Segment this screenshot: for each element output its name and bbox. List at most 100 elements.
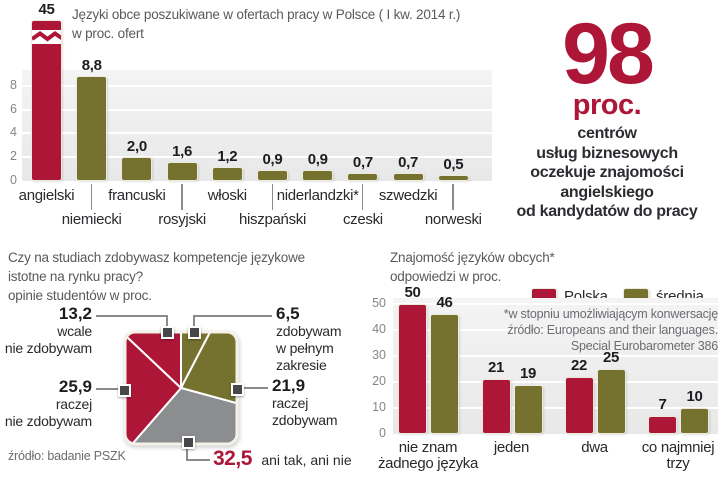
y-tick-label: 50	[372, 296, 386, 310]
callout-text: nie zdobywam	[4, 413, 92, 429]
y-tick-label: 8	[10, 77, 17, 92]
bar-angielski	[31, 20, 62, 181]
pie-source: źródło: badanie PSZK	[8, 449, 126, 463]
y-tick-label: 20	[372, 374, 386, 388]
pie-title-line1: Czy na studiach zdobywasz kompetencje ję…	[8, 250, 305, 265]
callout-text: zakresie	[276, 357, 327, 373]
category-leader-line	[181, 184, 183, 210]
bar-value-label: 45	[38, 1, 55, 18]
eu-chart-title: Znajomość języków obcych* odpowiedzi w p…	[390, 248, 710, 286]
bar-Polska-nie znam żadnego języka	[398, 304, 427, 434]
category-label-włoski: włoski	[207, 187, 247, 204]
bar-value-label: 0,5	[443, 156, 464, 174]
y-tick-label: 6	[10, 101, 17, 116]
pie-callout-raczej-nie: 25,9 raczej nie zdobywam	[0, 377, 92, 430]
pie-marker-icon	[118, 384, 131, 397]
gridline	[393, 381, 718, 383]
bar-value-label: 50	[404, 284, 421, 301]
axis-break-icon	[32, 30, 61, 44]
eu-chart-note: *w stopniu umożliwiającym konwersację źr…	[440, 306, 718, 354]
eu-note-line: źródło: Europeans and their languages.	[507, 323, 718, 337]
callout-value: 25,9	[58, 377, 92, 396]
bar-value-label: 21	[487, 359, 505, 377]
pie-callout-ani-tak: 32,5 ani tak, ani nie	[213, 447, 383, 471]
category-label-hiszpański: hiszpański	[238, 211, 307, 228]
category-label-czeski: czeski	[342, 211, 383, 228]
top-chart-title: Języki obce poszukiwane w ofertach pracy…	[72, 5, 502, 43]
callout-text: raczej	[55, 396, 92, 412]
eu-note-line: *w stopniu umożliwiającym konwersację	[503, 307, 718, 321]
gridline	[22, 84, 492, 87]
callout-line	[193, 315, 195, 329]
category-label-line: dwa	[581, 439, 608, 456]
top-chart-title-line2: w proc. ofert	[72, 26, 144, 41]
bar-Polska-co najmniej trzy	[648, 415, 677, 434]
pie-marker-icon	[161, 326, 174, 339]
bar-value-label: 0,9	[262, 151, 283, 169]
top-chart-title-line1: Języki obce poszukiwane w ofertach pracy…	[72, 7, 461, 22]
y-tick-label: 10	[372, 400, 386, 414]
gridline	[22, 108, 492, 111]
callout-text: wcale	[57, 323, 92, 339]
pie-title-line2: istotne na rynku pracy?	[8, 269, 143, 284]
pie-callout-raczej-tak: 21,9 raczej zdobywam	[272, 376, 367, 429]
pie-chart-title: Czy na studiach zdobywasz kompetencje ję…	[8, 248, 368, 305]
category-leader-line	[271, 184, 273, 210]
y-tick-label: 2	[10, 149, 17, 164]
bar-średnia UE-co najmniej trzy	[680, 408, 709, 434]
callout-line	[186, 459, 210, 461]
square-pie-chart	[123, 330, 239, 446]
pie-callout-wcale: 13,2 wcale nie zdobywam	[0, 304, 92, 357]
bar-value-label: 1,6	[172, 142, 193, 160]
y-tick-label: 30	[372, 348, 386, 362]
category-label-jeden: jeden	[442, 440, 582, 456]
eu-title-line1: Znajomość języków obcych*	[390, 250, 555, 265]
pie-marker-icon	[182, 436, 195, 449]
pie-marker-icon	[188, 326, 201, 339]
pie-callout-pelny-zakres: 6,5 zdobywam w pełnym zakresie	[276, 304, 371, 374]
bar-value-label: 46	[436, 294, 453, 312]
bar-value-label: 10	[686, 388, 703, 405]
gridline	[22, 156, 492, 159]
headline-stat: 98 proc. centrów usług biznesowych oczek…	[496, 11, 718, 222]
category-label-norweski: norweski	[424, 211, 482, 228]
bar-francuski	[121, 157, 153, 181]
bar-czeski	[347, 172, 379, 181]
eu-note-line: Special Eurobarometer 386	[570, 339, 718, 353]
category-label-niderlandzki: niderlandzki*	[276, 187, 359, 204]
callout-line	[193, 315, 272, 317]
callout-text: w pełnym	[276, 340, 334, 356]
bar-Polska-jeden	[481, 379, 511, 434]
pie-marker-icon	[231, 383, 244, 396]
category-label-niemiecki: niemiecki	[61, 211, 122, 228]
bar-niemiecki	[76, 76, 108, 181]
callout-line	[240, 387, 268, 389]
headline-text-line: usług biznesowych	[536, 144, 678, 162]
pie-segment-wcale-13,2	[125, 332, 182, 389]
gridline	[393, 407, 718, 409]
category-leader-line	[90, 184, 93, 210]
bar-włoski	[211, 166, 243, 181]
bar-szwedzki	[392, 172, 424, 181]
bar-value-label: 7	[658, 395, 667, 413]
category-label-nie znam żadnego języka: nie znam żadnego języka	[358, 440, 498, 472]
callout-line	[96, 388, 122, 390]
category-label-line: trzy	[666, 455, 690, 472]
bar-niderlandzki*	[302, 170, 334, 181]
callout-value: 21,9	[272, 376, 306, 395]
bar-Polska-dwa	[564, 376, 594, 434]
headline-text-line: centrów	[577, 125, 637, 142]
category-label-line: co najmniej	[641, 439, 715, 456]
callout-line	[166, 315, 168, 329]
callout-line	[186, 445, 188, 461]
category-label-co najmniej trzy: co najmniej trzy	[608, 440, 720, 472]
bar-value-label: 1,2	[217, 147, 238, 165]
bar-value-label: 19	[519, 364, 537, 382]
bar-rosyjski	[166, 161, 198, 181]
gridline	[393, 303, 718, 305]
headline-text-line: od kandydatów do pracy	[516, 203, 698, 220]
bar-hiszpański	[257, 170, 288, 181]
headline-unit: proc.	[572, 89, 642, 121]
callout-line	[96, 315, 168, 317]
callout-text: ani tak, ani nie	[261, 452, 352, 468]
